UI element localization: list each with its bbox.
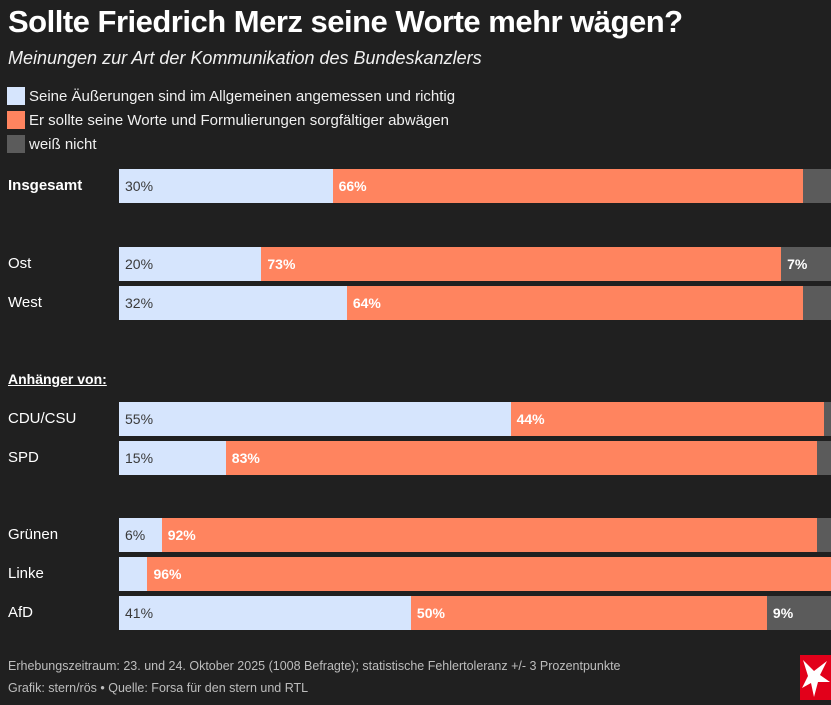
bar-segment: 96% bbox=[147, 557, 831, 591]
legend-swatch bbox=[7, 135, 25, 153]
data-label: 44% bbox=[516, 411, 545, 427]
row-label: Grünen bbox=[8, 526, 59, 543]
row-label: Insgesamt bbox=[8, 177, 83, 194]
data-label: 30% bbox=[125, 178, 154, 194]
bar-segment: 41% bbox=[119, 596, 411, 630]
bar-segment: 9% bbox=[766, 596, 831, 630]
data-label: 50% bbox=[416, 605, 445, 621]
row-label: AfD bbox=[8, 604, 34, 621]
bar-segment: 30% bbox=[119, 169, 333, 203]
stern-logo bbox=[800, 655, 831, 700]
bar-segment bbox=[802, 286, 831, 320]
data-label: 55% bbox=[125, 411, 154, 427]
legend-label: Er sollte seine Worte und Formulierungen… bbox=[29, 111, 449, 129]
row-label: Linke bbox=[8, 565, 44, 582]
row-label: Ost bbox=[8, 255, 32, 272]
bar-segment: 64% bbox=[346, 286, 803, 320]
row-label: CDU/CSU bbox=[8, 410, 77, 427]
legend-item-weiss-nicht: weiß nicht bbox=[7, 135, 97, 153]
data-label: 32% bbox=[125, 295, 154, 311]
bar-row: 32% 64% bbox=[119, 286, 831, 320]
legend-label: Seine Äußerungen sind im Allgemeinen ang… bbox=[29, 87, 456, 105]
data-label: 92% bbox=[167, 527, 196, 543]
row-label: West bbox=[8, 294, 42, 311]
legend-swatch bbox=[7, 87, 25, 105]
footer-source: Grafik: stern/rös • Quelle: Forsa für de… bbox=[8, 681, 309, 695]
footer-survey-info: Erhebungszeitraum: 23. und 24. Oktober 2… bbox=[8, 659, 621, 673]
data-label: 96% bbox=[153, 566, 182, 582]
bar-segment bbox=[802, 169, 831, 203]
bar-segment bbox=[816, 518, 831, 552]
data-label: 83% bbox=[231, 450, 260, 466]
bar-row: 41% 50% 9% bbox=[119, 596, 831, 630]
data-label: 20% bbox=[125, 256, 154, 272]
bar-segment: 15% bbox=[119, 441, 226, 475]
legend-item-sorgfaeltiger: Er sollte seine Worte und Formulierungen… bbox=[7, 111, 449, 129]
bar-row: 20% 73% 7% bbox=[119, 247, 831, 281]
data-label: 66% bbox=[338, 178, 367, 194]
data-label: 73% bbox=[267, 256, 296, 272]
bar-segment: 73% bbox=[261, 247, 782, 281]
legend-item-angemessen: Seine Äußerungen sind im Allgemeinen ang… bbox=[7, 87, 455, 105]
row-label: SPD bbox=[8, 449, 39, 466]
star-icon bbox=[802, 660, 830, 697]
bar-row: 15% 83% bbox=[119, 441, 831, 475]
legend-swatch bbox=[7, 111, 25, 129]
chart-subtitle: Meinungen zur Art der Kommunikation des … bbox=[8, 48, 482, 68]
bar-segment bbox=[823, 402, 831, 436]
data-label: 64% bbox=[352, 295, 381, 311]
data-label: 6% bbox=[125, 527, 146, 543]
bar-row: 55% 44% bbox=[119, 402, 831, 436]
bar-segment: 44% bbox=[510, 402, 824, 436]
bar-row: 96% bbox=[119, 557, 831, 591]
bar-segment: 92% bbox=[161, 518, 817, 552]
legend-label: weiß nicht bbox=[29, 135, 97, 153]
data-label: 9% bbox=[772, 605, 794, 621]
group-label-anhaenger: Anhänger von: bbox=[8, 371, 107, 387]
bar-row: 30% 66% bbox=[119, 169, 831, 203]
bar-segment: 66% bbox=[332, 169, 803, 203]
bar-segment: 55% bbox=[119, 402, 511, 436]
data-label: 15% bbox=[125, 450, 154, 466]
bar-segment: 32% bbox=[119, 286, 347, 320]
bar-segment: 7% bbox=[781, 247, 831, 281]
data-label: 41% bbox=[125, 605, 154, 621]
bar-segment bbox=[816, 441, 831, 475]
bar-segment: 50% bbox=[410, 596, 767, 630]
bar-segment: 6% bbox=[119, 518, 162, 552]
data-label: 7% bbox=[787, 256, 808, 272]
bar-segment bbox=[119, 557, 148, 591]
bar-segment: 20% bbox=[119, 247, 262, 281]
bar-row: 6% 92% bbox=[119, 518, 831, 552]
chart-title: Sollte Friedrich Merz seine Worte mehr w… bbox=[8, 4, 683, 39]
bar-segment: 83% bbox=[225, 441, 817, 475]
